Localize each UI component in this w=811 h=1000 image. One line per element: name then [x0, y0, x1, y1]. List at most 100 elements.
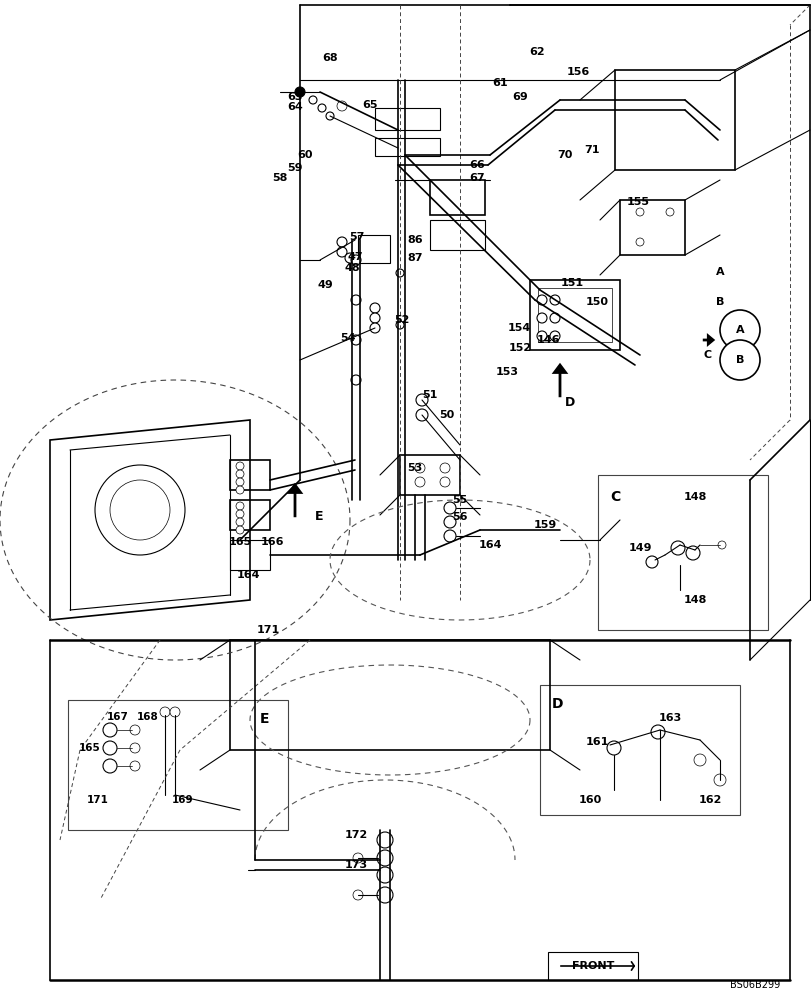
Circle shape: [169, 707, 180, 717]
Text: 71: 71: [584, 145, 599, 155]
Text: 161: 161: [585, 737, 608, 747]
Text: 146: 146: [535, 335, 559, 345]
Text: 63: 63: [287, 92, 303, 102]
Circle shape: [103, 723, 117, 737]
Text: 86: 86: [406, 235, 423, 245]
Bar: [375, 108, 440, 130]
Text: 70: 70: [556, 150, 572, 160]
Text: 155: 155: [626, 197, 649, 207]
Text: 167: 167: [107, 712, 129, 722]
Circle shape: [350, 295, 361, 305]
Text: 173: 173: [344, 860, 367, 870]
Text: 69: 69: [512, 92, 527, 102]
Circle shape: [713, 774, 725, 786]
Bar: [230, 460, 270, 490]
Text: 58: 58: [272, 173, 287, 183]
Circle shape: [337, 101, 346, 111]
Text: 153: 153: [495, 367, 518, 377]
Circle shape: [693, 754, 705, 766]
Text: 168: 168: [137, 712, 159, 722]
Circle shape: [350, 375, 361, 385]
Circle shape: [717, 541, 725, 549]
Circle shape: [160, 707, 169, 717]
Text: E: E: [260, 712, 269, 726]
Text: 64: 64: [287, 102, 303, 112]
Text: 152: 152: [508, 343, 531, 353]
Text: 171: 171: [256, 625, 279, 635]
Circle shape: [236, 462, 243, 470]
Text: 53: 53: [407, 463, 422, 473]
Text: 164: 164: [478, 540, 501, 550]
Circle shape: [95, 465, 185, 555]
Text: 66: 66: [469, 160, 484, 170]
Circle shape: [549, 313, 560, 323]
Circle shape: [536, 331, 547, 341]
Circle shape: [635, 208, 643, 216]
Text: 48: 48: [344, 263, 359, 273]
Circle shape: [650, 725, 664, 739]
Bar: [430, 220, 484, 250]
Text: 159: 159: [533, 520, 556, 530]
Circle shape: [444, 530, 456, 542]
Text: B: B: [715, 297, 723, 307]
Text: 62: 62: [529, 47, 544, 57]
Text: 166: 166: [260, 537, 283, 547]
Circle shape: [350, 255, 361, 265]
Circle shape: [414, 477, 424, 487]
Text: 162: 162: [697, 795, 721, 805]
Text: A: A: [714, 267, 723, 277]
Circle shape: [236, 486, 243, 494]
Text: 163: 163: [658, 713, 680, 723]
Circle shape: [396, 269, 404, 277]
Bar: [620, 200, 684, 255]
Bar: [539, 685, 739, 815]
Circle shape: [607, 741, 620, 755]
Circle shape: [549, 331, 560, 341]
Circle shape: [414, 463, 424, 473]
Text: BS06B299: BS06B299: [729, 980, 779, 990]
Circle shape: [670, 541, 684, 555]
Text: 165: 165: [79, 743, 101, 753]
Text: 56: 56: [452, 512, 467, 522]
Circle shape: [665, 208, 673, 216]
Circle shape: [415, 394, 427, 406]
Text: FRONT: FRONT: [571, 961, 613, 971]
Text: 57: 57: [349, 232, 364, 242]
Text: 47: 47: [347, 252, 363, 262]
Circle shape: [236, 510, 243, 518]
Text: 67: 67: [469, 173, 484, 183]
Circle shape: [685, 546, 699, 560]
Circle shape: [444, 502, 456, 514]
Circle shape: [337, 247, 346, 257]
Text: 171: 171: [87, 795, 109, 805]
Circle shape: [440, 477, 449, 487]
Text: 51: 51: [422, 390, 437, 400]
Text: 154: 154: [507, 323, 530, 333]
Text: 172: 172: [344, 830, 367, 840]
Circle shape: [109, 480, 169, 540]
Text: 148: 148: [683, 492, 706, 502]
Bar: [358, 235, 389, 263]
Circle shape: [719, 340, 759, 380]
Circle shape: [236, 470, 243, 478]
Circle shape: [130, 725, 139, 735]
Text: 165: 165: [228, 537, 251, 547]
Circle shape: [236, 526, 243, 534]
Text: 87: 87: [407, 253, 423, 263]
Circle shape: [536, 313, 547, 323]
Circle shape: [353, 890, 363, 900]
Text: 50: 50: [439, 410, 454, 420]
Bar: [375, 138, 440, 156]
Circle shape: [236, 502, 243, 510]
Circle shape: [376, 832, 393, 848]
Text: 149: 149: [628, 543, 651, 553]
Circle shape: [353, 853, 363, 863]
Bar: [597, 475, 767, 630]
Text: 52: 52: [394, 315, 410, 325]
Circle shape: [370, 303, 380, 313]
Text: 151: 151: [560, 278, 583, 288]
Text: 65: 65: [362, 100, 377, 110]
Circle shape: [376, 867, 393, 883]
Circle shape: [103, 741, 117, 755]
Text: C: C: [609, 490, 620, 504]
